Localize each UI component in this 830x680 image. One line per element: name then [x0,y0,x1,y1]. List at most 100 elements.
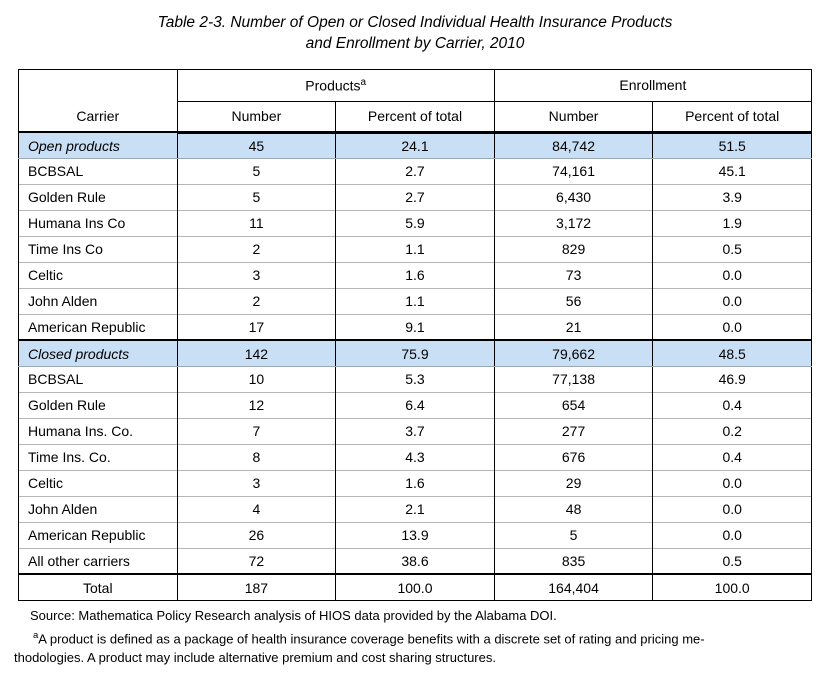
footnote-marker: a [33,629,39,641]
products-number-cell: 2 [176,235,337,263]
products-group-label: Products [305,77,361,94]
products-percent-cell: 1.1 [335,287,495,315]
products-percent-cell: 3.7 [335,417,495,445]
carrier-column-header: Carrier [18,69,178,133]
products-percent-cell: 9.1 [335,313,495,341]
enrollment-percent-cell: 100.0 [652,573,812,601]
enrollment-number-cell: 29 [493,469,654,497]
table-row: BCBSAL 10 5.3 77,138 46.9 [18,365,812,393]
carrier-cell: American Republic [18,521,178,549]
table-row: Celtic 3 1.6 73 0.0 [18,261,812,289]
table-title-line2: and Enrollment by Carrier, 2010 [305,34,525,52]
enrollment-percent-cell: 0.0 [652,313,812,341]
enrollment-number-cell: 48 [493,495,654,523]
enrollment-number-cell: 277 [493,417,654,445]
enrollment-percent-cell: 0.0 [652,521,812,549]
table-row: American Republic 17 9.1 21 0.0 [18,313,812,341]
products-number-cell: 5 [176,183,337,211]
table-notes: Source: Mathematica Policy Research anal… [0,608,830,668]
products-group-header: Productsa [176,69,495,102]
enrollment-number-cell: 56 [493,287,654,315]
enrollment-percent-cell: 0.4 [652,443,812,471]
products-footnote-marker: a [360,77,367,89]
enrollment-percent-cell: 0.0 [652,261,812,289]
carrier-cell: Total [18,573,178,601]
enrollment-percent-header: Percent of total [652,101,812,134]
enrollment-number-cell: 77,138 [493,365,654,393]
table-row: John Alden 4 2.1 48 0.0 [18,495,812,523]
products-percent-cell: 2.1 [335,495,495,523]
footnote-a: aA product is defined as a package of he… [14,629,820,668]
enrollment-number-cell: 829 [493,235,654,263]
products-number-cell: 142 [176,339,337,367]
table-row: All other carriers 72 38.6 835 0.5 [18,547,812,575]
enrollment-number-header: Number [493,101,654,134]
enrollment-percent-cell: 45.1 [652,157,812,185]
products-number-cell: 72 [176,547,337,575]
enrollment-number-cell: 73 [493,261,654,289]
products-percent-cell: 1.6 [335,469,495,497]
table-row: American Republic 26 13.9 5 0.0 [18,521,812,549]
enrollment-number-cell: 5 [493,521,654,549]
enrollment-percent-cell: 0.5 [652,235,812,263]
products-number-cell: 8 [176,443,337,471]
products-number-header: Number [176,101,337,134]
enrollment-percent-cell: 0.4 [652,391,812,419]
header-group-row: Carrier Productsa Enrollment [18,69,813,133]
enrollment-number-cell: 84,742 [493,131,654,159]
enrollment-percent-cell: 3.9 [652,183,812,211]
products-percent-cell: 2.7 [335,157,495,185]
enrollment-number-cell: 6,430 [493,183,654,211]
products-number-cell: 10 [176,365,337,393]
carrier-cell: BCBSAL [18,365,178,393]
table-header: Carrier Productsa Enrollment Number Perc… [18,69,813,134]
carrier-cell: Humana Ins Co [18,209,178,237]
carrier-cell: American Republic [18,313,178,341]
enrollment-percent-cell: 0.0 [652,469,812,497]
products-number-cell: 3 [176,261,337,289]
enrollment-group-label: Enrollment [619,77,687,94]
enrollment-number-cell: 3,172 [493,209,654,237]
table-row: Celtic 3 1.6 29 0.0 [18,469,812,497]
products-number-cell: 26 [176,521,337,549]
enrollment-percent-cell: 0.0 [652,495,812,523]
source-note: Source: Mathematica Policy Research anal… [30,607,557,623]
enrollment-group-header: Enrollment [493,69,813,102]
carrier-cell: Golden Rule [18,391,178,419]
table-row: Humana Ins Co 11 5.9 3,172 1.9 [18,209,812,237]
products-number-cell: 3 [176,469,337,497]
table-body: Open products 45 24.1 84,742 51.5 BCBSAL… [18,131,812,601]
carrier-cell: Closed products [18,339,178,367]
enrollment-number-cell: 676 [493,443,654,471]
carrier-cell: All other carriers [18,547,178,575]
carrier-cell: Celtic [18,261,178,289]
enrollment-number-cell: 21 [493,313,654,341]
enrollment-percent-cell: 1.9 [652,209,812,237]
enrollment-number-cell: 654 [493,391,654,419]
footnote-text-line2: thodologies. A product may include alter… [14,650,496,666]
table-row: Golden Rule 12 6.4 654 0.4 [18,391,812,419]
header-sub-row: Number Percent of total Number Percent o… [19,101,812,134]
products-percent-header: Percent of total [335,101,495,134]
table-row: Golden Rule 5 2.7 6,430 3.9 [18,183,812,211]
products-percent-cell: 75.9 [335,339,495,367]
carrier-cell: Time Ins. Co. [18,443,178,471]
health-insurance-products-table: Carrier Productsa Enrollment Number Perc… [18,68,813,601]
products-percent-cell: 24.1 [335,131,495,159]
enrollment-number-cell: 79,662 [493,339,654,367]
products-percent-cell: 100.0 [335,573,495,601]
carrier-cell: Open products [18,131,178,159]
enrollment-percent-cell: 0.5 [652,547,812,575]
products-number-cell: 45 [176,131,337,159]
carrier-header-label: Carrier [76,108,120,125]
products-number-cell: 187 [176,573,337,601]
carrier-cell: Time Ins Co [18,235,178,263]
products-percent-cell: 38.6 [335,547,495,575]
table-row: Closed products 142 75.9 79,662 48.5 [18,339,812,367]
products-percent-cell: 4.3 [335,443,495,471]
table-row: Open products 45 24.1 84,742 51.5 [18,131,812,159]
enrollment-percent-cell: 46.9 [652,365,812,393]
products-percent-cell: 13.9 [335,521,495,549]
products-percent-cell: 5.3 [335,365,495,393]
